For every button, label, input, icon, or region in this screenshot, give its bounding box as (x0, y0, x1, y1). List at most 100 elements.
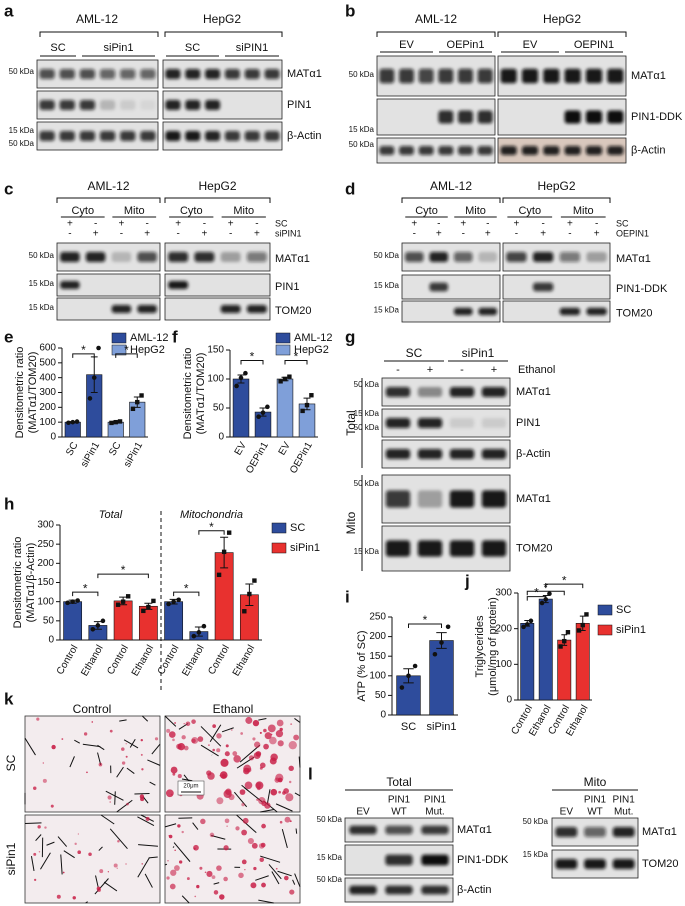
lipid-droplet (107, 871, 109, 873)
legend-swatch (275, 344, 291, 356)
bar (164, 601, 184, 641)
data-point (521, 624, 526, 630)
sign: - (255, 219, 258, 230)
sign: + (491, 364, 497, 376)
lipid-droplet (204, 871, 207, 874)
sign: - (68, 229, 71, 240)
blot-band (185, 99, 201, 111)
blot-band (584, 826, 606, 838)
blot-band (481, 540, 507, 557)
lipid-droplet (72, 896, 76, 900)
significance-bracket (284, 359, 308, 365)
y-tick-label: 250 (37, 539, 54, 550)
lipid-droplet (219, 771, 228, 779)
lipid-droplet (44, 826, 47, 829)
annotation: Mitochondria (180, 509, 243, 521)
data-point (109, 420, 114, 426)
y-axis-label: (MATα1/TOM20) (27, 352, 39, 434)
lipid-droplet (245, 716, 253, 724)
blot-strip (502, 274, 611, 300)
data-point (96, 345, 101, 351)
size-marker: 50 kDa (29, 251, 55, 260)
size-marker: 15 kDa (29, 303, 55, 312)
data-point (528, 618, 534, 624)
blot-band (99, 130, 116, 142)
lipid-droplet (109, 801, 111, 803)
blot-band (418, 146, 434, 155)
significance-bracket (526, 596, 547, 601)
blot-band (79, 130, 96, 142)
lane-label: EV (560, 807, 574, 818)
lipid-droplet (77, 833, 79, 835)
blot-band (399, 146, 414, 155)
lipid-droplet (56, 894, 61, 899)
lipid-droplet (61, 738, 64, 740)
lipid-droplet (235, 826, 240, 831)
blot-band (438, 146, 454, 155)
lipid-droplet (186, 877, 190, 881)
lipid-droplet (168, 731, 176, 738)
lipid-droplet (275, 867, 278, 870)
micrograph (164, 814, 301, 904)
micrograph (24, 814, 161, 904)
lipid-droplet (288, 765, 294, 772)
cell-edge (57, 836, 68, 847)
lipid-droplet (259, 762, 266, 769)
y-tick-label: 50 (375, 690, 387, 701)
band-label: PIN1-DDK (457, 854, 509, 866)
blot-band (481, 417, 507, 429)
lipid-droplet (36, 717, 40, 721)
lipid-droplet (172, 772, 176, 776)
y-tick-label: 200 (39, 402, 56, 413)
blot-strip (36, 121, 159, 151)
treatment-label: siPIN1 (275, 228, 302, 238)
legend-label: SC (616, 604, 631, 616)
band-label: β-Actin (287, 130, 321, 142)
sign: - (437, 219, 440, 230)
lipid-droplet (113, 863, 118, 868)
blot-band (438, 68, 454, 84)
lipid-droplet (289, 820, 292, 823)
lipid-droplet (224, 818, 230, 824)
blot-band (421, 885, 449, 895)
lipid-droplet (264, 732, 272, 740)
lane-label: OEPin1 (447, 39, 485, 51)
data-point (115, 602, 121, 607)
blot-band (79, 99, 96, 111)
blot-band (458, 146, 473, 155)
lipid-droplet (293, 734, 300, 741)
lipid-droplet (216, 733, 222, 739)
x-tick-label: OEPin1 (288, 440, 315, 476)
blot-band (185, 68, 201, 80)
group-label: AML-12 (76, 12, 118, 26)
panel-letter: g (345, 327, 355, 346)
legend-label: HepG2 (130, 344, 165, 356)
blot-band (385, 386, 411, 398)
significance: * (294, 350, 299, 364)
cell-edge (298, 756, 301, 768)
blot-strip (497, 98, 627, 136)
blot-band (555, 858, 578, 870)
blot-band (224, 130, 240, 142)
blot-band (165, 68, 181, 80)
blot-band (39, 68, 55, 80)
sign: - (176, 229, 179, 240)
y-tick-label: 500 (39, 357, 56, 368)
band-label: MATα1 (516, 386, 551, 398)
data-point (300, 408, 305, 414)
lipid-droplet (244, 781, 253, 790)
cell-edge (151, 743, 161, 755)
significance-bracket (115, 353, 138, 358)
lane-label: PIN1 (388, 795, 411, 806)
blot-band (246, 251, 267, 263)
lane-label: siPin1 (104, 42, 134, 54)
cell-edge (137, 816, 155, 827)
panel-letter: l (308, 764, 313, 783)
cell-edge (260, 855, 281, 863)
lipid-droplet (223, 876, 228, 882)
blot-band (120, 130, 136, 142)
lane-label: SC (185, 42, 200, 54)
lipid-droplet (268, 736, 277, 745)
blot-band (379, 68, 395, 84)
blot-band (205, 99, 221, 111)
